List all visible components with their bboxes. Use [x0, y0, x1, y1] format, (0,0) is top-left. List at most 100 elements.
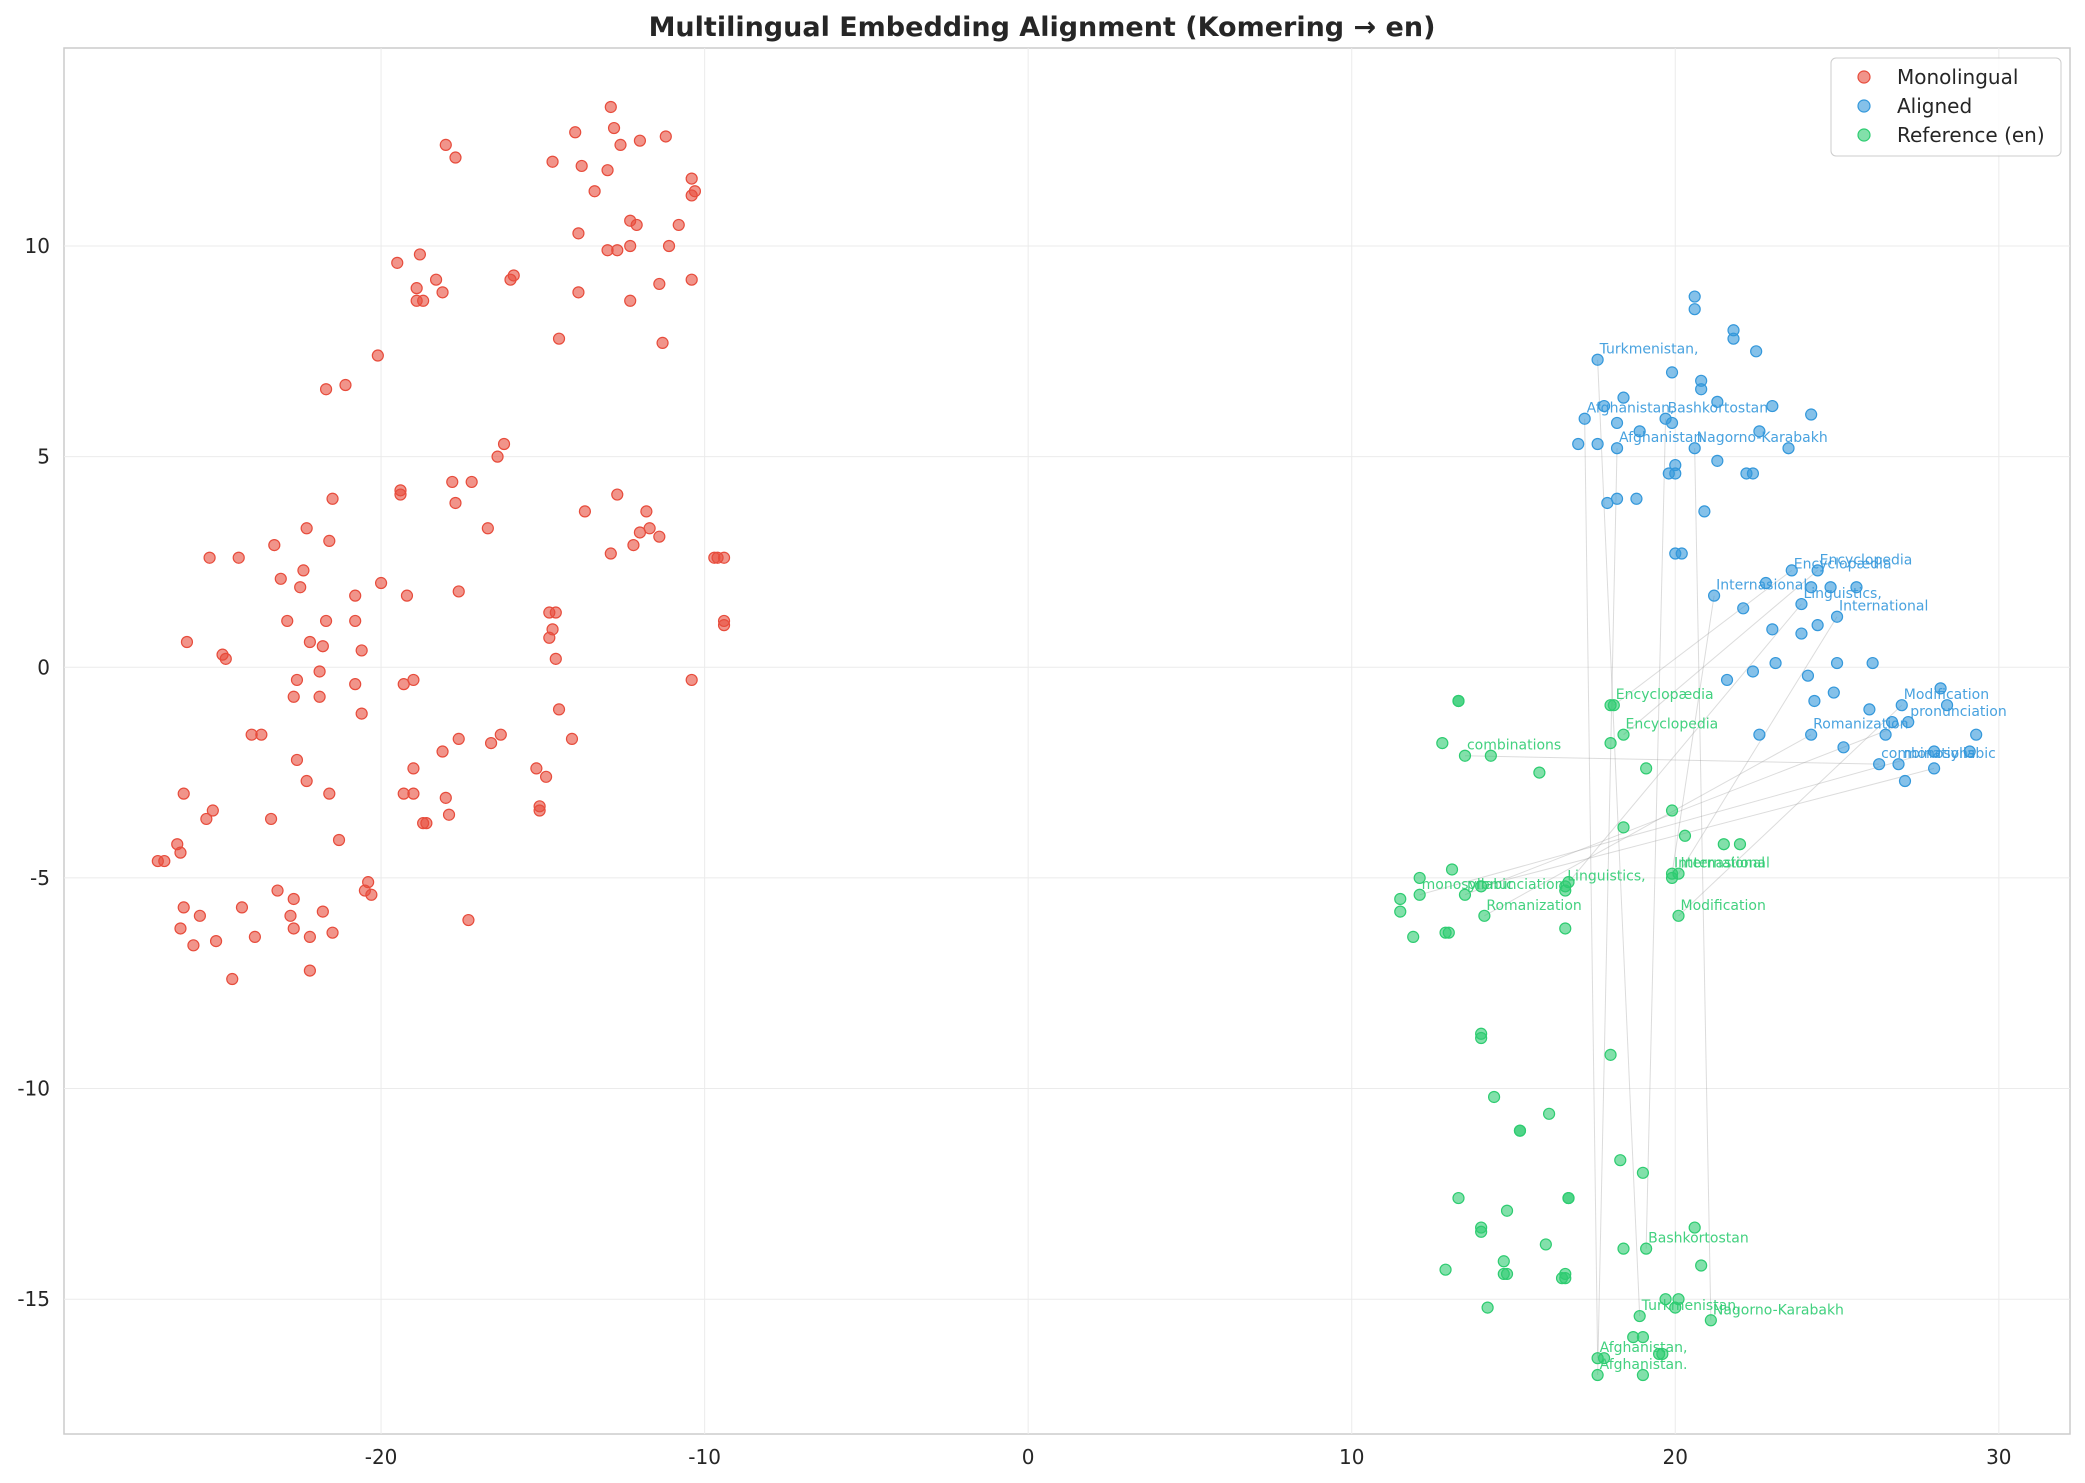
point-monolingual: [193, 909, 206, 922]
alignment-line: [1645, 418, 1667, 1249]
point-label: monosyllabic: [1422, 877, 1514, 893]
point-monolingual: [436, 286, 449, 299]
y-axis-ticks: 10 5 0 -5 -10 -15: [17, 234, 50, 1311]
point-monolingual: [653, 277, 666, 291]
point-monolingual: [685, 172, 698, 185]
point-monolingual: [290, 673, 304, 687]
point-aligned: [1830, 610, 1844, 623]
point-aligned: [1879, 728, 1892, 741]
point-monolingual: [446, 475, 459, 489]
point-reference-en: [1539, 1238, 1552, 1251]
point-aligned: [1940, 699, 1954, 712]
point-monolingual: [407, 787, 420, 800]
point-monolingual: [452, 732, 465, 745]
alignment-line: [1694, 448, 1712, 1321]
point-reference-en: [1562, 1191, 1575, 1205]
point-monolingual: [177, 901, 190, 914]
point-aligned: [1753, 728, 1766, 741]
point-label: Afghanistan,: [1600, 1340, 1688, 1356]
point-label: Linguistics,: [1567, 868, 1645, 884]
point-monolingual: [400, 589, 414, 602]
point-monolingual: [303, 635, 316, 649]
point-monolingual: [604, 547, 617, 560]
point-reference-en: [1640, 1242, 1653, 1255]
point-aligned: [1746, 467, 1760, 480]
point-aligned: [1863, 703, 1876, 716]
y-tick-label: 5: [37, 445, 50, 469]
point-aligned: [1808, 694, 1821, 708]
y-tick-label: -10: [17, 1077, 50, 1101]
point-monolingual: [507, 269, 520, 282]
point-monolingual: [436, 745, 449, 758]
grid-lines: [64, 48, 2070, 1434]
point-monolingual: [685, 273, 698, 286]
point-monolingual: [410, 282, 423, 295]
point-reference-en: [1458, 749, 1472, 762]
point-monolingual: [624, 239, 637, 253]
point-aligned: [1707, 589, 1721, 602]
point-monolingual: [533, 804, 546, 817]
point-monolingual: [539, 770, 553, 783]
point-monolingual: [290, 753, 304, 767]
point-aligned: [1688, 290, 1701, 303]
point-monolingual: [355, 707, 368, 720]
point-reference-en: [1439, 1263, 1452, 1276]
point-monolingual: [572, 286, 585, 299]
point-reference-en: [1636, 1331, 1650, 1344]
alignment-line: [1464, 721, 1909, 896]
alignment-line: [1678, 704, 1903, 917]
point-monolingual: [174, 922, 187, 935]
x-tick-label: -20: [365, 1445, 398, 1469]
point-aligned: [1892, 758, 1905, 771]
alignment-line: [1564, 603, 1802, 887]
alignment-line: [1597, 359, 1641, 1317]
point-monolingual: [633, 134, 647, 147]
point-aligned: [1610, 416, 1624, 430]
point-label: Bashkortostan: [1648, 1231, 1749, 1247]
point-monolingual: [407, 673, 420, 687]
point-reference-en: [1695, 1259, 1708, 1272]
point-monolingual: [627, 539, 640, 552]
point-reference-en: [1487, 1090, 1501, 1104]
point-monolingual: [484, 737, 498, 750]
point-aligned: [1934, 682, 1947, 695]
point-aligned: [1633, 425, 1646, 438]
point-aligned: [1928, 762, 1941, 775]
point-monolingual: [439, 791, 452, 804]
point-aligned: [1811, 564, 1824, 577]
legend-box: [1830, 57, 2062, 157]
point-monolingual: [604, 100, 617, 114]
point-aligned: [1720, 673, 1734, 687]
point-aligned: [1898, 774, 1912, 788]
point-aligned: [1785, 564, 1798, 577]
point-reference-en: [1617, 728, 1630, 741]
point-label: Turkmenistan,: [1641, 1298, 1741, 1314]
point-monolingual: [565, 732, 579, 745]
point-monolingual: [465, 475, 478, 489]
point-monolingual: [717, 551, 731, 564]
point-reference-en: [1484, 749, 1497, 762]
point-reference-en: [1481, 1301, 1494, 1314]
point-reference-en: [1452, 1191, 1465, 1205]
point-label: monosyllabic: [1904, 746, 1996, 762]
point-monolingual: [323, 534, 336, 547]
point-reference-en: [1445, 863, 1459, 876]
point-reference-en: [1597, 1352, 1611, 1365]
point-aligned: [1782, 442, 1795, 455]
point-reference-en: [1659, 1293, 1672, 1306]
point-monolingual: [543, 631, 556, 644]
point-reference-en: [1678, 829, 1692, 842]
point-aligned: [1711, 395, 1724, 408]
point-monolingual: [481, 522, 494, 535]
point-aligned: [1902, 715, 1915, 729]
point-aligned: [1928, 745, 1941, 758]
alignment-line: [1678, 616, 1838, 874]
point-monolingual: [319, 383, 333, 396]
point-reference-en: [1394, 905, 1407, 918]
y-tick-label: 10: [25, 234, 50, 258]
point-monolingual: [349, 589, 362, 602]
point-aligned: [1746, 665, 1760, 678]
point-monolingual: [569, 126, 582, 139]
point-reference-en: [1672, 909, 1685, 922]
